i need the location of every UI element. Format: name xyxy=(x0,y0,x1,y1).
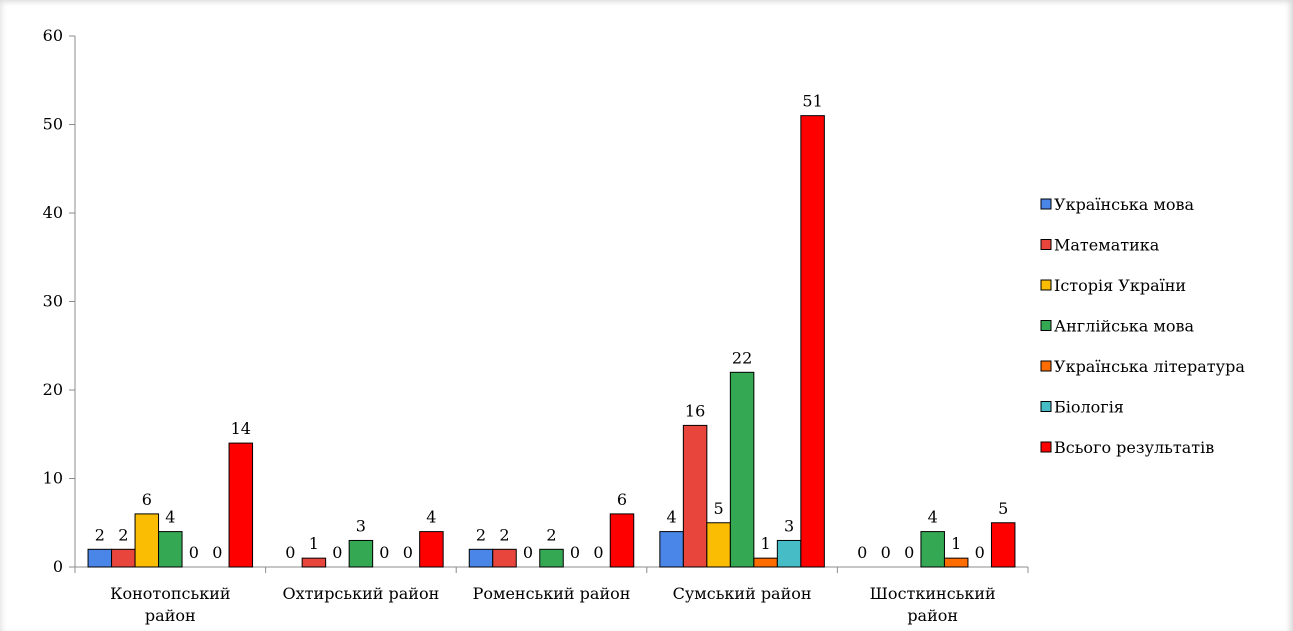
data-label: 0 xyxy=(881,543,891,562)
bar xyxy=(301,557,327,568)
data-label: 4 xyxy=(928,508,938,527)
bar xyxy=(659,531,684,568)
legend-swatch xyxy=(1040,198,1052,210)
data-label: 5 xyxy=(998,499,1008,518)
data-label: 51 xyxy=(802,92,822,111)
bar xyxy=(800,115,825,568)
legend-label: Українська мова xyxy=(1054,195,1195,214)
data-label: 2 xyxy=(476,525,486,544)
y-tick-label: 60 xyxy=(43,26,63,45)
legend-swatch xyxy=(1040,279,1052,291)
bar xyxy=(682,424,708,568)
bar xyxy=(348,539,374,568)
data-label: 2 xyxy=(95,525,105,544)
y-tick-label: 0 xyxy=(53,557,63,576)
bar xyxy=(753,557,778,568)
category-label: Шосткинський xyxy=(870,584,996,603)
legend-label: Математика xyxy=(1054,236,1160,255)
legend-label: Всього результатів xyxy=(1054,438,1214,457)
data-label: 0 xyxy=(857,543,867,562)
legend-swatch xyxy=(1040,239,1052,250)
category-label: Конотопський xyxy=(110,584,230,603)
data-label: 22 xyxy=(732,348,752,367)
bar xyxy=(920,531,945,568)
bar xyxy=(609,513,635,568)
y-tick-label: 10 xyxy=(43,469,63,488)
bar xyxy=(776,539,802,568)
bar xyxy=(228,442,254,568)
data-label: 0 xyxy=(332,543,342,562)
data-label: 1 xyxy=(951,534,961,553)
bar xyxy=(468,548,494,568)
legend-label: Історія України xyxy=(1054,276,1186,295)
y-tick-label: 50 xyxy=(43,115,63,134)
bar xyxy=(492,548,517,568)
data-label: 4 xyxy=(426,508,436,527)
bar xyxy=(134,513,160,568)
data-label: 1 xyxy=(309,534,319,553)
bar xyxy=(943,557,969,568)
data-label: 16 xyxy=(685,401,705,420)
data-label: 0 xyxy=(593,543,603,562)
data-label: 0 xyxy=(379,543,389,562)
y-tick-label: 20 xyxy=(43,380,63,399)
data-label: 0 xyxy=(523,543,533,562)
y-tick-label: 40 xyxy=(43,203,63,222)
data-label: 0 xyxy=(904,543,914,562)
bar xyxy=(419,531,444,568)
category-label: Сумський район xyxy=(673,584,812,603)
bar xyxy=(990,522,1016,568)
category-label: Роменський район xyxy=(473,584,631,603)
bar xyxy=(539,548,564,568)
bar xyxy=(87,548,113,568)
legend-swatch xyxy=(1040,441,1052,453)
data-label: 2 xyxy=(546,525,556,544)
legend-label: Англійська мова xyxy=(1054,317,1194,336)
category-label: район xyxy=(907,606,958,625)
legend-swatch xyxy=(1040,401,1052,412)
legend-swatch xyxy=(1040,360,1052,372)
legend-label: Біологія xyxy=(1054,398,1124,417)
data-label: 1 xyxy=(761,534,771,553)
data-label: 6 xyxy=(617,490,627,509)
data-label: 0 xyxy=(403,543,413,562)
data-label: 3 xyxy=(356,516,366,535)
bar xyxy=(111,548,136,568)
data-label: 4 xyxy=(667,508,677,527)
bars xyxy=(87,115,1016,568)
data-label: 0 xyxy=(189,543,199,562)
data-label: 0 xyxy=(212,543,222,562)
data-label: 4 xyxy=(165,508,175,527)
data-label: 5 xyxy=(714,499,724,518)
data-label: 3 xyxy=(784,516,794,535)
data-label: 2 xyxy=(499,525,509,544)
y-tick-label: 30 xyxy=(43,292,63,311)
bar xyxy=(729,371,755,568)
legend-label: Українська література xyxy=(1054,357,1245,376)
data-label: 14 xyxy=(231,419,251,438)
data-label: 2 xyxy=(118,525,128,544)
bar xyxy=(706,522,731,568)
legend-swatch xyxy=(1040,320,1052,331)
category-labels: Конотопський район Охтирський район Роменсь… xyxy=(110,584,996,625)
data-label: 0 xyxy=(285,543,295,562)
category-label: Охтирський район xyxy=(283,584,440,603)
data-label: 0 xyxy=(975,543,985,562)
data-label: 6 xyxy=(142,490,152,509)
data-label: 0 xyxy=(570,543,580,562)
bar xyxy=(158,531,183,568)
category-label: район xyxy=(145,606,196,625)
legend: Українська мова Математика Історія України… xyxy=(1040,195,1245,457)
